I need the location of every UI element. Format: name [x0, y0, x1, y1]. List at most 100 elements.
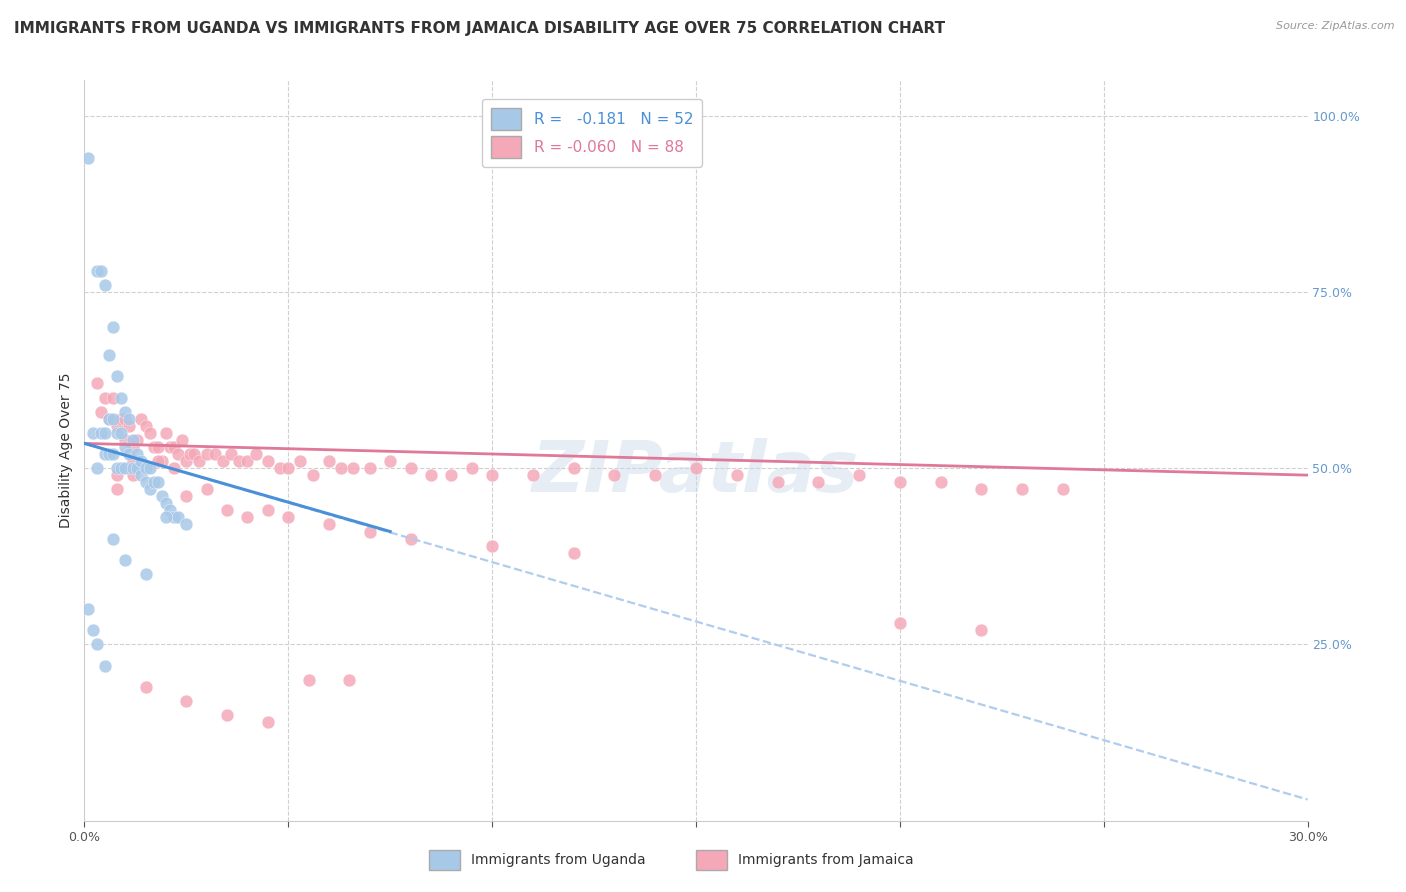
- Point: [481, 468, 503, 483]
- Text: ZIPatlas: ZIPatlas: [533, 438, 859, 508]
- Point: [105, 425, 128, 440]
- Point: [101, 447, 124, 461]
- Point: [135, 680, 157, 694]
- Point: [245, 447, 267, 461]
- Point: [217, 503, 239, 517]
- Point: [159, 440, 181, 454]
- Point: [114, 411, 136, 425]
- Point: [105, 461, 128, 475]
- Point: [90, 263, 112, 277]
- Point: [118, 418, 141, 433]
- Point: [420, 468, 443, 483]
- Point: [135, 418, 157, 433]
- Point: [848, 468, 870, 483]
- Point: [146, 475, 169, 490]
- Point: [93, 447, 115, 461]
- Point: [889, 616, 911, 631]
- Point: [93, 425, 115, 440]
- Point: [236, 454, 259, 468]
- Text: Immigrants from Jamaica: Immigrants from Jamaica: [738, 853, 914, 867]
- Point: [440, 468, 463, 483]
- Point: [172, 433, 194, 447]
- Point: [93, 277, 115, 292]
- Point: [380, 454, 402, 468]
- Point: [86, 376, 108, 391]
- Point: [150, 454, 173, 468]
- Point: [174, 517, 197, 532]
- Point: [93, 658, 115, 673]
- Point: [105, 418, 128, 433]
- Point: [110, 461, 132, 475]
- Point: [269, 461, 291, 475]
- Point: [359, 524, 381, 539]
- Point: [146, 440, 169, 454]
- Point: [257, 714, 280, 729]
- Point: [135, 461, 157, 475]
- Point: [122, 454, 145, 468]
- Point: [174, 454, 197, 468]
- Point: [138, 425, 160, 440]
- Point: [105, 482, 128, 496]
- Point: [187, 454, 209, 468]
- Point: [257, 503, 280, 517]
- Point: [97, 447, 120, 461]
- Point: [1052, 482, 1074, 496]
- Point: [122, 440, 145, 454]
- Point: [105, 369, 128, 384]
- Point: [127, 461, 149, 475]
- Point: [101, 320, 124, 334]
- Point: [105, 468, 128, 483]
- Point: [685, 461, 707, 475]
- Point: [212, 454, 235, 468]
- Point: [562, 461, 585, 475]
- Point: [167, 447, 190, 461]
- Point: [330, 461, 353, 475]
- Point: [970, 482, 993, 496]
- Point: [301, 468, 323, 483]
- Point: [118, 447, 141, 461]
- Point: [522, 468, 544, 483]
- Point: [183, 447, 205, 461]
- Point: [110, 425, 132, 440]
- Point: [174, 694, 197, 708]
- Point: [86, 263, 108, 277]
- Point: [342, 461, 364, 475]
- Point: [1011, 482, 1033, 496]
- Point: [86, 637, 108, 651]
- Point: [195, 447, 218, 461]
- Point: [101, 391, 124, 405]
- Point: [77, 151, 100, 165]
- Point: [131, 454, 153, 468]
- Point: [644, 468, 666, 483]
- Point: [461, 461, 484, 475]
- Point: [290, 454, 312, 468]
- Point: [399, 461, 422, 475]
- Point: [155, 496, 177, 510]
- Point: [114, 405, 136, 419]
- Point: [135, 475, 157, 490]
- Point: [339, 673, 361, 687]
- Point: [110, 411, 132, 425]
- Point: [135, 566, 157, 581]
- Point: [93, 391, 115, 405]
- Point: [236, 510, 259, 524]
- Point: [127, 433, 149, 447]
- Point: [155, 510, 177, 524]
- Point: [97, 348, 120, 362]
- Point: [195, 482, 218, 496]
- Point: [131, 411, 153, 425]
- Point: [766, 475, 789, 490]
- Point: [97, 411, 120, 425]
- Point: [159, 503, 181, 517]
- Point: [82, 624, 104, 638]
- Point: [155, 425, 177, 440]
- Point: [118, 411, 141, 425]
- Point: [603, 468, 626, 483]
- Point: [146, 454, 169, 468]
- Point: [318, 454, 340, 468]
- Point: [163, 510, 186, 524]
- Point: [228, 454, 250, 468]
- Point: [163, 440, 186, 454]
- Point: [219, 447, 242, 461]
- Point: [277, 461, 299, 475]
